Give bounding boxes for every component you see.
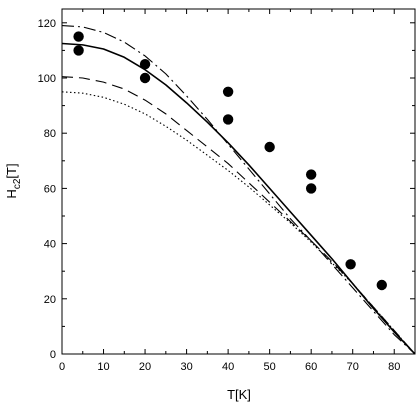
data-point xyxy=(305,169,317,180)
series-dashed-line xyxy=(61,76,416,355)
y-tick-label: 120 xyxy=(38,18,56,30)
series-dashdot-line xyxy=(61,25,416,355)
data-point xyxy=(305,183,317,194)
y-tick-label: 100 xyxy=(38,73,56,85)
data-point xyxy=(139,58,151,70)
data-point xyxy=(73,45,84,56)
x-tick-label: 20 xyxy=(139,361,151,373)
ticks-layer: 0 10 20 30 40 50 60 70 80 0 20 40 60 80 100 120 xyxy=(38,9,415,373)
x-tick-label: 0 xyxy=(59,361,65,373)
series-solid-line xyxy=(61,42,416,355)
plot-frame xyxy=(61,8,416,355)
data-point xyxy=(222,114,234,125)
data-point xyxy=(73,31,84,42)
points-layer xyxy=(73,31,387,291)
y-axis-label: Hc2[T] xyxy=(4,163,23,198)
x-tick-label: 30 xyxy=(180,361,192,373)
data-point xyxy=(139,72,151,84)
x-tick-label: 10 xyxy=(97,361,109,373)
x-tick-label: 50 xyxy=(264,361,276,373)
x-axis-label: T[K] xyxy=(227,387,251,402)
data-point xyxy=(222,86,234,98)
x-tick-label: 70 xyxy=(347,361,359,373)
y-tick-label: 20 xyxy=(44,294,56,306)
y-axis-label-main: H xyxy=(4,189,19,198)
x-tick-label: 80 xyxy=(388,361,400,373)
y-axis-label-subscript: c2 xyxy=(12,178,23,189)
y-tick-label: 80 xyxy=(44,128,56,140)
curves-layer xyxy=(61,25,416,355)
y-tick-label: 60 xyxy=(44,183,56,195)
y-tick-label: 0 xyxy=(50,349,56,361)
y-tick-label: 40 xyxy=(44,239,56,251)
x-tick-label: 40 xyxy=(222,361,234,373)
x-tick-label: 60 xyxy=(305,361,317,373)
data-point xyxy=(345,259,356,270)
axes-layer xyxy=(61,8,416,355)
data-point xyxy=(264,141,275,153)
y-axis-label-suffix: [T] xyxy=(4,163,19,178)
data-point xyxy=(376,279,387,291)
series-dotted-line xyxy=(61,91,416,355)
